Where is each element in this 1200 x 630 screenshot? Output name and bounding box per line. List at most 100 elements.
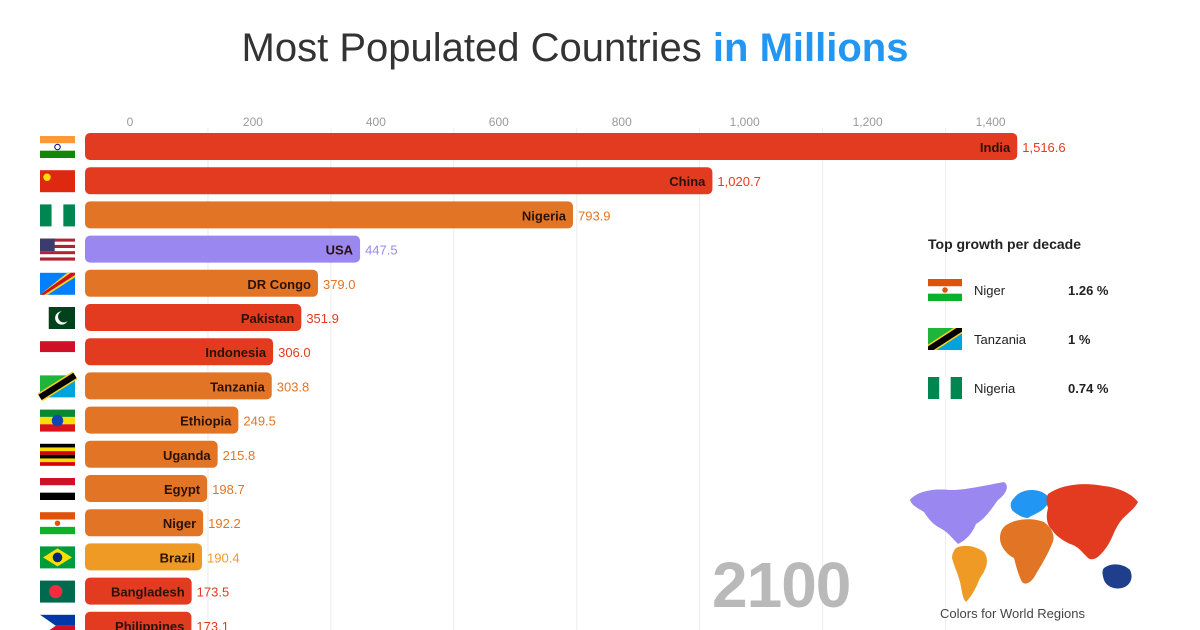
china-flag-icon (40, 170, 75, 193)
bar-category-label: DR Congo (247, 277, 311, 292)
map-region-oceania (1102, 564, 1132, 589)
bar-value-label: 379.0 (323, 277, 356, 292)
bar-category-label: Indonesia (205, 345, 266, 360)
bar-value-label: 793.9 (578, 208, 611, 223)
world-map-icon (910, 482, 1138, 602)
bar (85, 269, 318, 297)
bar (85, 611, 192, 630)
bar-row-ethiopia: Ethiopia 249.5 (40, 406, 276, 434)
bar (85, 133, 1018, 160)
nigeria-flag-icon (40, 204, 75, 227)
bar-row-nigeria: Nigeria 793.9 (40, 201, 611, 229)
bar-value-label: 351.9 (306, 311, 339, 326)
bar-value-label: 173.5 (197, 585, 230, 600)
bar-value-label: 1,516.6 (1022, 140, 1065, 155)
growth-item-name: Nigeria (974, 380, 1016, 396)
bar-value-label: 303.8 (277, 379, 310, 394)
growth-item-name: Niger (974, 282, 1006, 298)
x-tick-label: 1,000 (730, 115, 760, 129)
bar-category-label: Uganda (163, 448, 211, 463)
niger-flag-icon (928, 279, 962, 301)
x-tick-label: 1,200 (853, 115, 883, 129)
bar (85, 338, 274, 366)
bar (85, 235, 361, 263)
x-tick-label: 400 (366, 115, 386, 129)
bars: India 1,516.6 China 1,020.7 Nigeria 793.9 USA 4… (37, 133, 1066, 630)
title-highlight: in Millions (712, 26, 909, 70)
bar-category-label: Tanzania (210, 379, 265, 394)
bar-category-label: Philippines (115, 619, 184, 630)
bar-category-label: USA (326, 243, 354, 258)
bar-row-bangladesh: Bangladesh 173.5 (40, 577, 230, 605)
pakistan-flag-icon (40, 307, 75, 329)
growth-panel-title: Top growth per decade (928, 236, 1081, 252)
x-tick-labels: 0 200 400 600 800 1,000 1,200 1,400 (127, 115, 1006, 129)
usa-flag-icon (40, 238, 75, 261)
bar-value-label: 198.7 (212, 482, 245, 497)
growth-item-value: 1.26 % (1068, 282, 1109, 298)
bar (85, 543, 203, 571)
bar-row-brazil: Brazil 190.4 (40, 543, 240, 571)
bar-category-label: India (980, 140, 1011, 155)
uganda-flag-icon (40, 443, 75, 466)
bar-category-label: Ethiopia (180, 414, 232, 429)
bar-value-label: 215.8 (223, 448, 256, 463)
tanzania-flag-icon (37, 371, 78, 402)
bar-value-label: 1,020.7 (717, 174, 760, 189)
bar (85, 440, 218, 468)
bar-row-usa: USA 447.5 (40, 235, 398, 263)
bar-category-label: Nigeria (522, 208, 567, 223)
tanzania-flag-icon (928, 328, 962, 350)
bar-value-label: 249.5 (243, 414, 276, 429)
bar (85, 475, 208, 502)
x-tick-label: 200 (243, 115, 263, 129)
bar-value-label: 447.5 (365, 243, 398, 258)
bar-value-label: 306.0 (278, 345, 311, 360)
growth-item-value: 1 % (1068, 331, 1091, 347)
bar-value-label: 190.4 (207, 550, 240, 565)
map-region-europe (1010, 490, 1050, 518)
map-region-americas-south (952, 545, 987, 602)
bar-row-tanzania: Tanzania 303.8 (37, 371, 310, 402)
growth-item: Nigeria 0.74 % (928, 376, 1188, 400)
growth-panel: Top growth per decade Niger 1.26 % Tanza… (928, 236, 1188, 425)
chart-title: Most Populated Countries in Millions (0, 26, 1150, 71)
bar-row-china: China 1,020.7 (40, 167, 761, 195)
world-map (906, 478, 1156, 618)
bar-category-label: Niger (163, 516, 196, 531)
ethiopia-flag-icon (40, 409, 75, 432)
map-caption: Colors for World Regions (940, 606, 1085, 621)
growth-item: Tanzania 1 % (928, 327, 1188, 351)
growth-item: Niger 1.26 % (928, 278, 1188, 302)
bar (85, 167, 713, 195)
bar-value-label: 173.1 (196, 619, 229, 630)
bar-row-philippines: Philippines 173.1 (40, 611, 229, 630)
bar-category-label: Egypt (164, 482, 201, 497)
map-region-africa (1000, 519, 1054, 584)
bar-row-niger: Niger 192.2 (40, 509, 241, 537)
philippines-flag-icon (40, 614, 75, 630)
india-flag-icon (40, 136, 75, 158)
x-tick-label: 0 (127, 115, 134, 129)
year-label: 2100 (712, 549, 851, 621)
bar (85, 509, 204, 537)
map-region-americas-north (910, 482, 1007, 544)
niger-flag-icon (40, 512, 75, 535)
bar-category-label: China (669, 174, 706, 189)
bar-category-label: Bangladesh (111, 585, 185, 600)
egypt-flag-icon (40, 478, 75, 500)
growth-item-value: 0.74 % (1068, 380, 1109, 396)
bar-row-india: India 1,516.6 (40, 133, 1066, 160)
bar-value-label: 192.2 (208, 516, 241, 531)
bar (85, 201, 574, 229)
bar (85, 577, 192, 605)
bar (85, 304, 302, 331)
growth-item-name: Tanzania (974, 331, 1027, 347)
bar (85, 406, 239, 434)
bar-row-drcongo: DR Congo 379.0 (40, 269, 356, 297)
nigeria-flag-icon (928, 377, 962, 399)
bar-category-label: Pakistan (241, 311, 295, 326)
bar-row-indonesia: Indonesia 306.0 (40, 338, 311, 366)
bar-row-pakistan: Pakistan 351.9 (40, 304, 339, 331)
title-main: Most Populated Countries (241, 26, 702, 70)
